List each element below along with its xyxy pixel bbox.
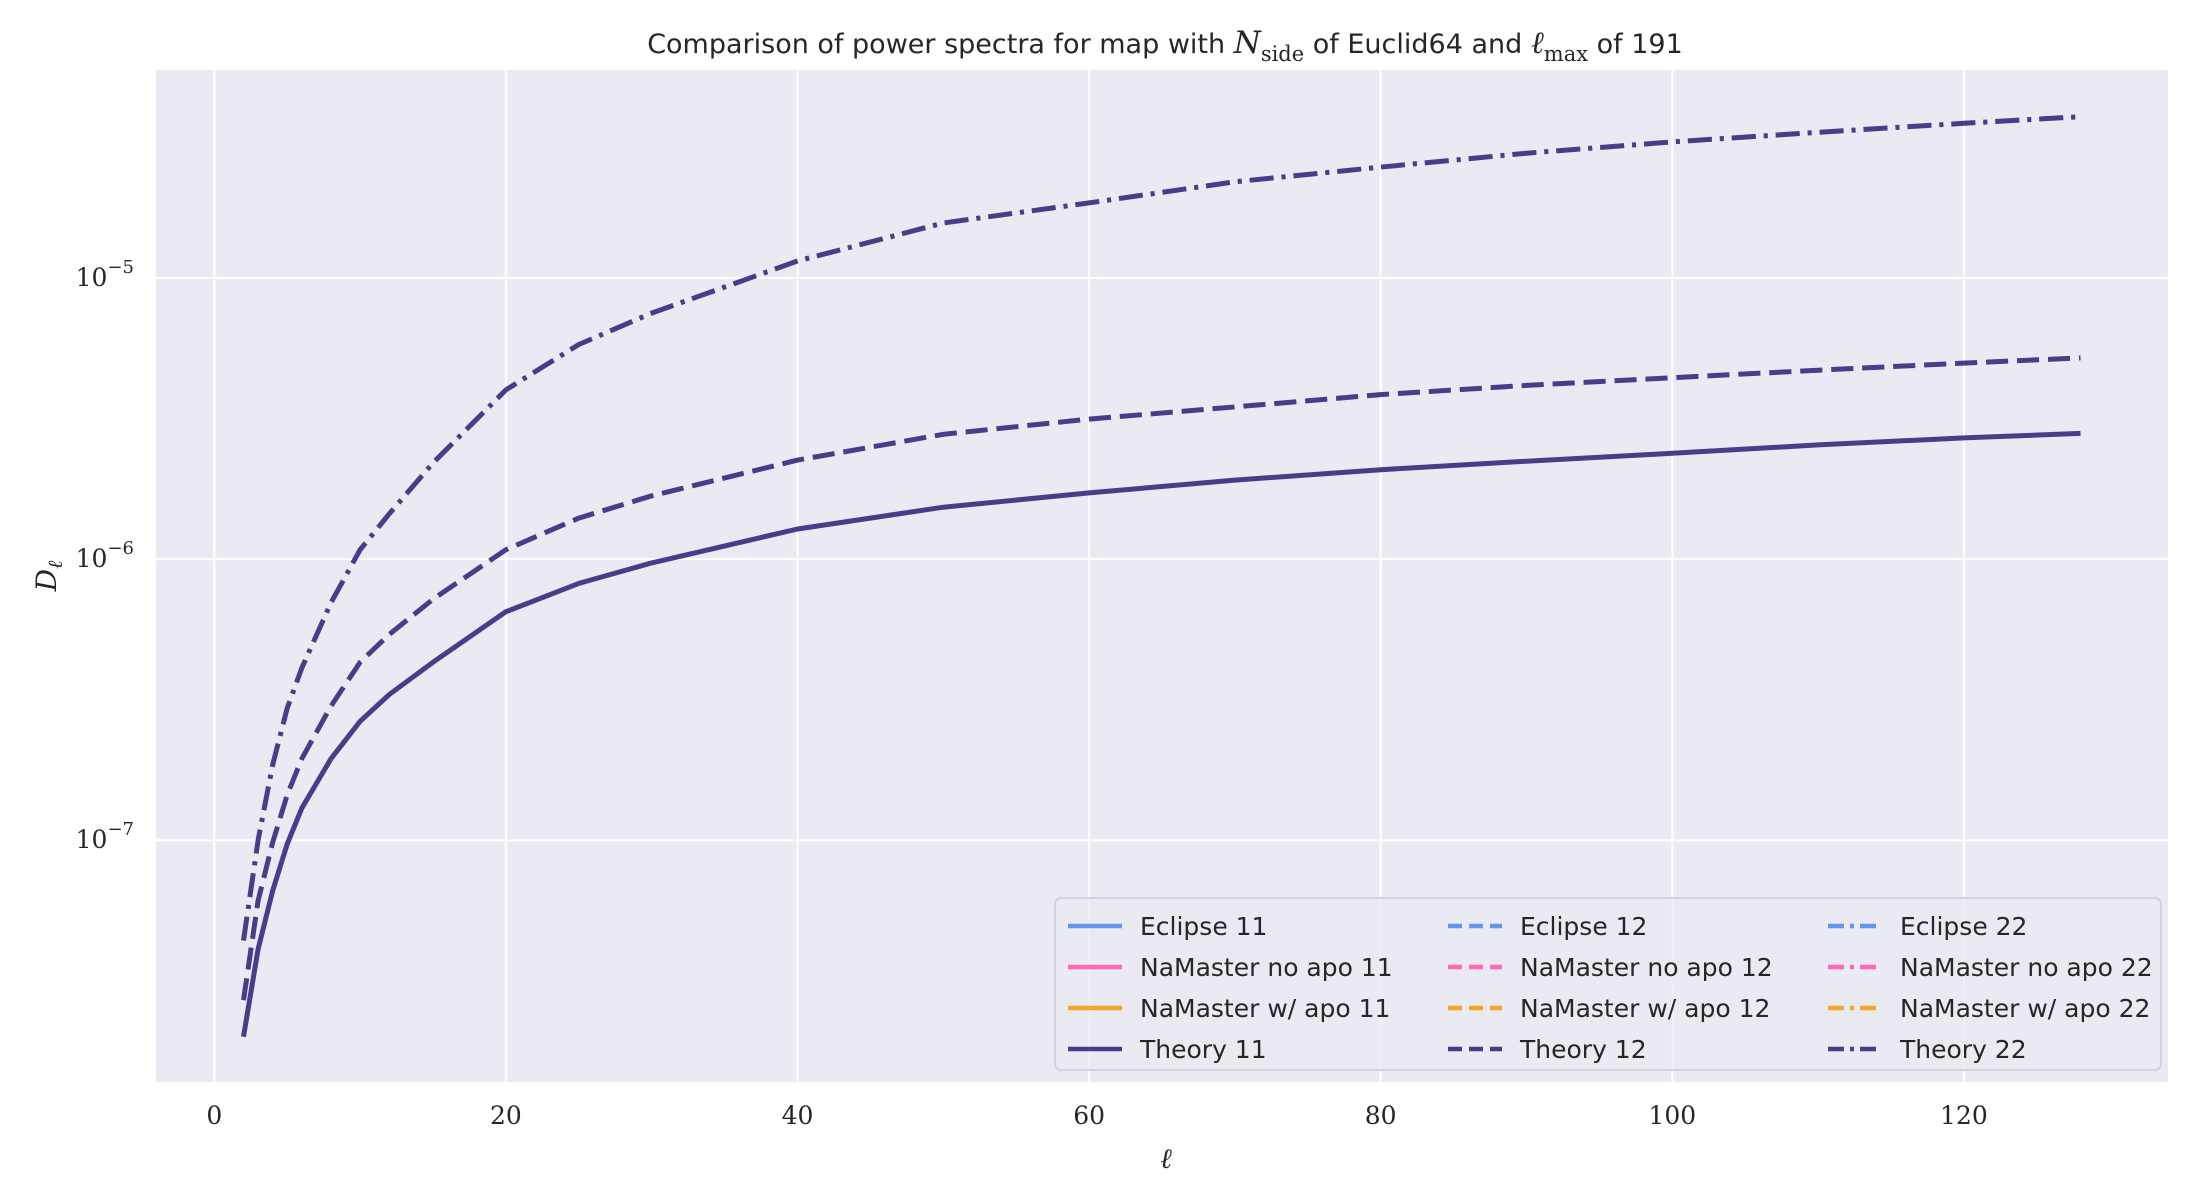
x-tick-label: 120: [1940, 1101, 1988, 1130]
series-line-theory-11: [241, 430, 2081, 1038]
y-tick-label: 10−6: [76, 538, 134, 573]
legend-label: NaMaster w/ apo 12: [1520, 994, 1770, 1023]
y-axis-label: Dℓ: [30, 560, 67, 592]
series-lines: [241, 114, 2081, 1038]
x-tick-label: 80: [1365, 1101, 1397, 1130]
legend-label: Theory 22: [1899, 1035, 2027, 1064]
x-tick-label: 0: [206, 1101, 222, 1130]
x-axis-label: ℓ: [1160, 1142, 1172, 1175]
legend-label: Theory 12: [1519, 1035, 1647, 1064]
x-tick-label: 20: [490, 1101, 522, 1130]
legend-label: Theory 11: [1139, 1035, 1267, 1064]
legend-box: [1054, 897, 2162, 1071]
chart-title: Comparison of power spectra for map with…: [647, 25, 1683, 66]
axis-ticks: 0 20 40 60 80 100 120 10−7 10−6 10−5: [76, 257, 1988, 1130]
legend-label: NaMaster w/ apo 22: [1900, 994, 2150, 1023]
legend-label: NaMaster w/ apo 11: [1140, 994, 1390, 1023]
y-tick-label: 10−7: [76, 819, 134, 854]
legend-label: NaMaster no apo 11: [1140, 953, 1393, 982]
legend: Eclipse 11 NaMaster no apo 11 NaMaster w/ …: [1054, 897, 2162, 1071]
x-tick-label: 60: [1073, 1101, 1105, 1130]
y-tick-label: 10−5: [76, 257, 134, 292]
legend-label: Eclipse 22: [1900, 912, 2027, 941]
legend-label: Eclipse 12: [1520, 912, 1647, 941]
series-line-theory-12: [241, 355, 2081, 1001]
x-tick-label: 40: [782, 1101, 814, 1130]
legend-label: NaMaster no apo 12: [1520, 953, 1773, 982]
legend-label: Eclipse 11: [1140, 912, 1267, 941]
legend-label: NaMaster no apo 22: [1900, 953, 2153, 982]
x-tick-label: 100: [1648, 1101, 1696, 1130]
series-line-theory-22: [241, 114, 2081, 941]
